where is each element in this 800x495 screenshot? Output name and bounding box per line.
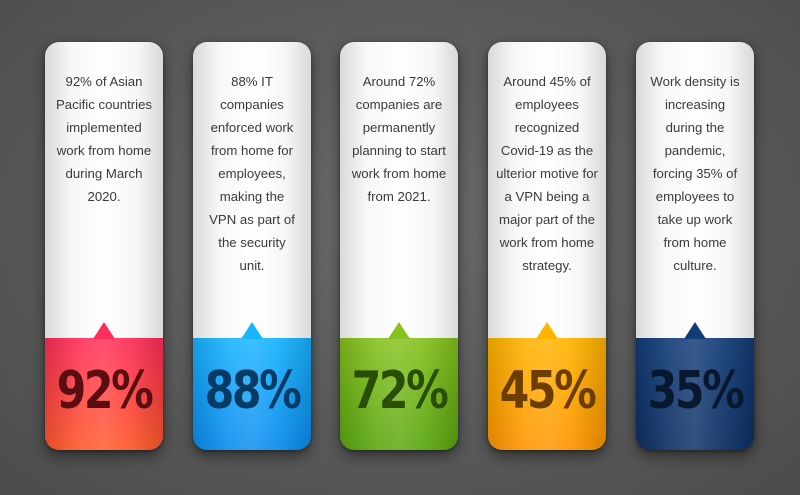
stat-card-88: 88% IT companies enforced work from home…	[193, 42, 311, 450]
card-text: Work density is increasing during the pa…	[650, 74, 740, 273]
percent-label: 92%	[56, 361, 154, 421]
pointer-triangle	[536, 322, 558, 339]
pointer-triangle	[684, 322, 706, 339]
card-text-panel: 92% of Asian Pacific countries implement…	[45, 42, 163, 338]
card-color-panel	[193, 338, 311, 450]
percent-label: 35%	[647, 361, 745, 421]
card-text: Around 72% companies are permanently pla…	[351, 74, 447, 204]
card-text-panel: Work density is increasing during the pa…	[636, 42, 754, 338]
card-text: 92% of Asian Pacific countries implement…	[55, 74, 152, 204]
percent-label: 45%	[499, 361, 597, 421]
card-text: 88% IT companies enforced work from home…	[209, 74, 295, 273]
pointer-triangle	[93, 322, 115, 339]
card-text-panel: Around 45% of employees recognized Covid…	[488, 42, 606, 338]
stat-card-92: 92% of Asian Pacific countries implement…	[45, 42, 163, 450]
pointer-triangle	[388, 322, 410, 339]
pointer-triangle	[241, 322, 263, 339]
card-text: Around 45% of employees recognized Covid…	[496, 74, 598, 273]
card-text-panel: 88% IT companies enforced work from home…	[193, 42, 311, 338]
percent-label: 88%	[204, 361, 302, 421]
card-color-panel	[488, 338, 606, 450]
stat-card-72: Around 72% companies are permanently pla…	[340, 42, 458, 450]
stat-card-35: Work density is increasing during the pa…	[636, 42, 754, 450]
card-color-panel	[45, 338, 163, 450]
card-color-panel	[636, 338, 754, 450]
card-color-panel	[340, 338, 458, 450]
card-text-panel: Around 72% companies are permanently pla…	[340, 42, 458, 338]
percent-label: 72%	[351, 361, 449, 421]
stat-card-45: Around 45% of employees recognized Covid…	[488, 42, 606, 450]
